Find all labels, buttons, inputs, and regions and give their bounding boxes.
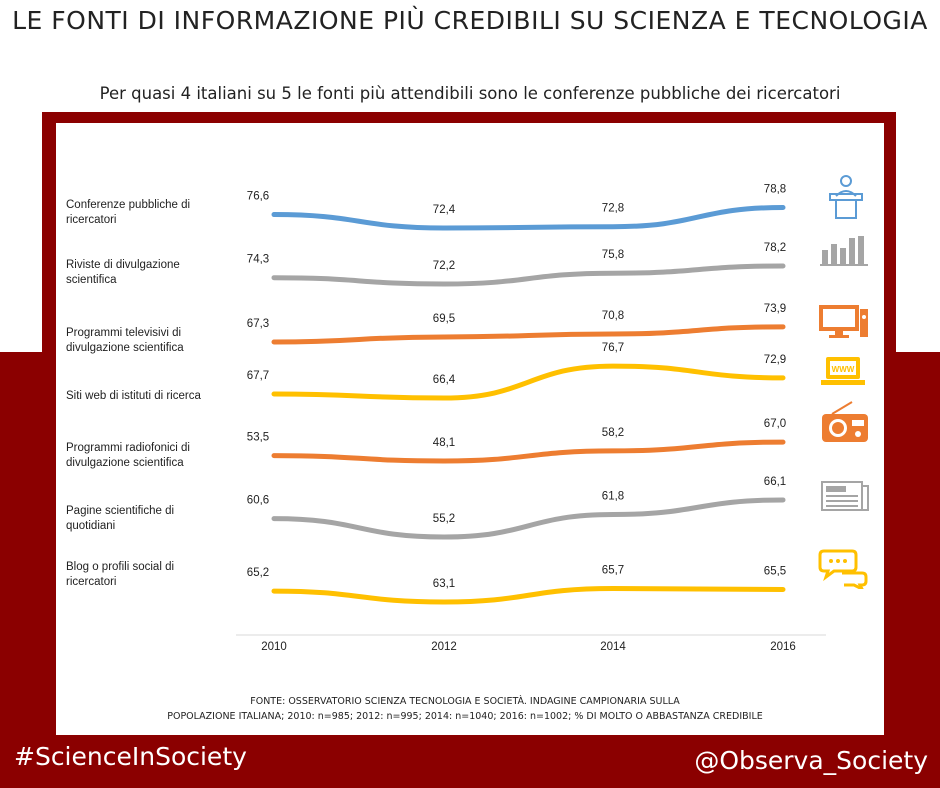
category-label: Conferenze pubbliche di ricercatori	[66, 198, 226, 228]
category-label-line: divulgazione scientifica	[66, 457, 184, 469]
magazines-icon	[818, 228, 874, 268]
data-label: 63,1	[433, 578, 455, 590]
data-label: 67,0	[764, 418, 786, 430]
x-tick-label: 2012	[431, 641, 457, 653]
x-tick-label: 2014	[600, 641, 626, 653]
television-icon	[818, 303, 874, 343]
category-label-line: Siti web di istituti di ricerca	[66, 390, 201, 402]
data-label: 73,9	[764, 303, 786, 315]
category-label: Siti web di istituti di ricerca	[66, 389, 226, 404]
data-label: 65,5	[764, 566, 786, 578]
laptop-www-icon: WWW	[818, 353, 874, 393]
data-label: 60,6	[247, 495, 269, 507]
data-label: 66,1	[764, 476, 786, 488]
data-label: 65,2	[247, 567, 269, 579]
category-label-line: Riviste di divulgazione	[66, 259, 180, 271]
data-label: 72,9	[764, 354, 786, 366]
category-label-line: ricercatori	[66, 576, 117, 588]
data-label: 76,6	[247, 191, 269, 203]
series-line	[271, 263, 786, 287]
category-label: Programmi televisivi di divulgazione scie…	[66, 326, 226, 356]
data-label: 70,8	[602, 310, 624, 322]
category-label-line: quotidiani	[66, 520, 116, 532]
data-label: 58,2	[602, 427, 624, 439]
source-line-1: FONTE: OSSERVATORIO SCIENZA TECNOLOGIA E…	[250, 696, 680, 707]
x-tick-label: 2016	[770, 641, 796, 653]
lecture-podium-icon	[818, 174, 874, 219]
category-label-line: scientifica	[66, 274, 117, 286]
data-label: 74,3	[247, 254, 269, 266]
category-label-line: Programmi radiofonici di	[66, 442, 190, 454]
category-label-line: Conferenze pubbliche di	[66, 199, 191, 211]
category-label-line: divulgazione scientifica	[66, 342, 184, 354]
data-label: 69,5	[433, 313, 455, 325]
radio-icon	[818, 400, 874, 442]
data-label: 61,8	[602, 491, 624, 503]
data-label: 53,5	[247, 432, 269, 444]
data-label: 65,7	[602, 564, 624, 576]
data-label: 78,2	[764, 242, 786, 254]
x-tick-label: 2010	[261, 641, 287, 653]
series-line	[271, 439, 786, 464]
chart-panel: 2010 2012 2014 2016 76,6 72,4 72,8 78,8 74,3 72,2…	[56, 123, 884, 735]
category-label: Riviste di divulgazione scientifica	[66, 258, 226, 288]
series-line	[271, 363, 786, 401]
data-label: 66,4	[433, 374, 456, 386]
data-label: 48,1	[433, 437, 455, 449]
chart-subtitle: Per quasi 4 italiani su 5 le fonti più a…	[99, 84, 841, 103]
series-line	[271, 585, 786, 605]
series-line	[271, 324, 786, 345]
chart-title: LE FONTI DI INFORMAZIONE PIÙ CREDIBILI S…	[0, 4, 940, 37]
data-label: 72,8	[602, 203, 624, 215]
data-label: 72,4	[433, 204, 456, 216]
data-label: 75,8	[602, 249, 624, 261]
category-label: Blog o profili social di ricercatori	[66, 560, 226, 590]
data-label: 55,2	[433, 513, 455, 525]
category-label-line: Pagine scientifiche di	[66, 505, 175, 517]
category-label-line: Blog o profili social di	[66, 561, 175, 573]
data-label: 76,7	[602, 342, 624, 354]
series-line	[271, 497, 786, 540]
source-note: FONTE: OSSERVATORIO SCIENZA TECNOLOGIA E…	[150, 694, 780, 724]
newspaper-icon	[818, 476, 874, 516]
data-label: 67,3	[247, 318, 269, 330]
category-label-line: ricercatori	[66, 214, 117, 226]
data-label: 67,7	[247, 370, 269, 382]
title-text: LE FONTI DI INFORMAZIONE PIÙ CREDIBILI S…	[12, 6, 928, 35]
category-label: Pagine scientifiche di quotidiani	[66, 504, 226, 534]
svg-text:WWW: WWW	[832, 365, 855, 374]
speech-bubbles-icon	[818, 545, 874, 593]
data-label: 72,2	[433, 260, 455, 272]
category-label: Programmi radiofonici di divulgazione sci…	[66, 441, 226, 471]
series-line	[271, 205, 786, 231]
data-label: 78,8	[764, 184, 786, 196]
hashtag-text: #ScienceInSociety	[14, 742, 247, 771]
category-label-line: Programmi televisivi di	[66, 327, 182, 339]
line-chart: 2010 2012 2014 2016 76,6 72,4 72,8 78,8 74,3 72,2…	[236, 184, 826, 653]
social-handle-text: @Observa_Society	[694, 746, 928, 775]
source-line-2: POPOLAZIONE ITALIANA; 2010: n=985; 2012:…	[167, 711, 763, 722]
